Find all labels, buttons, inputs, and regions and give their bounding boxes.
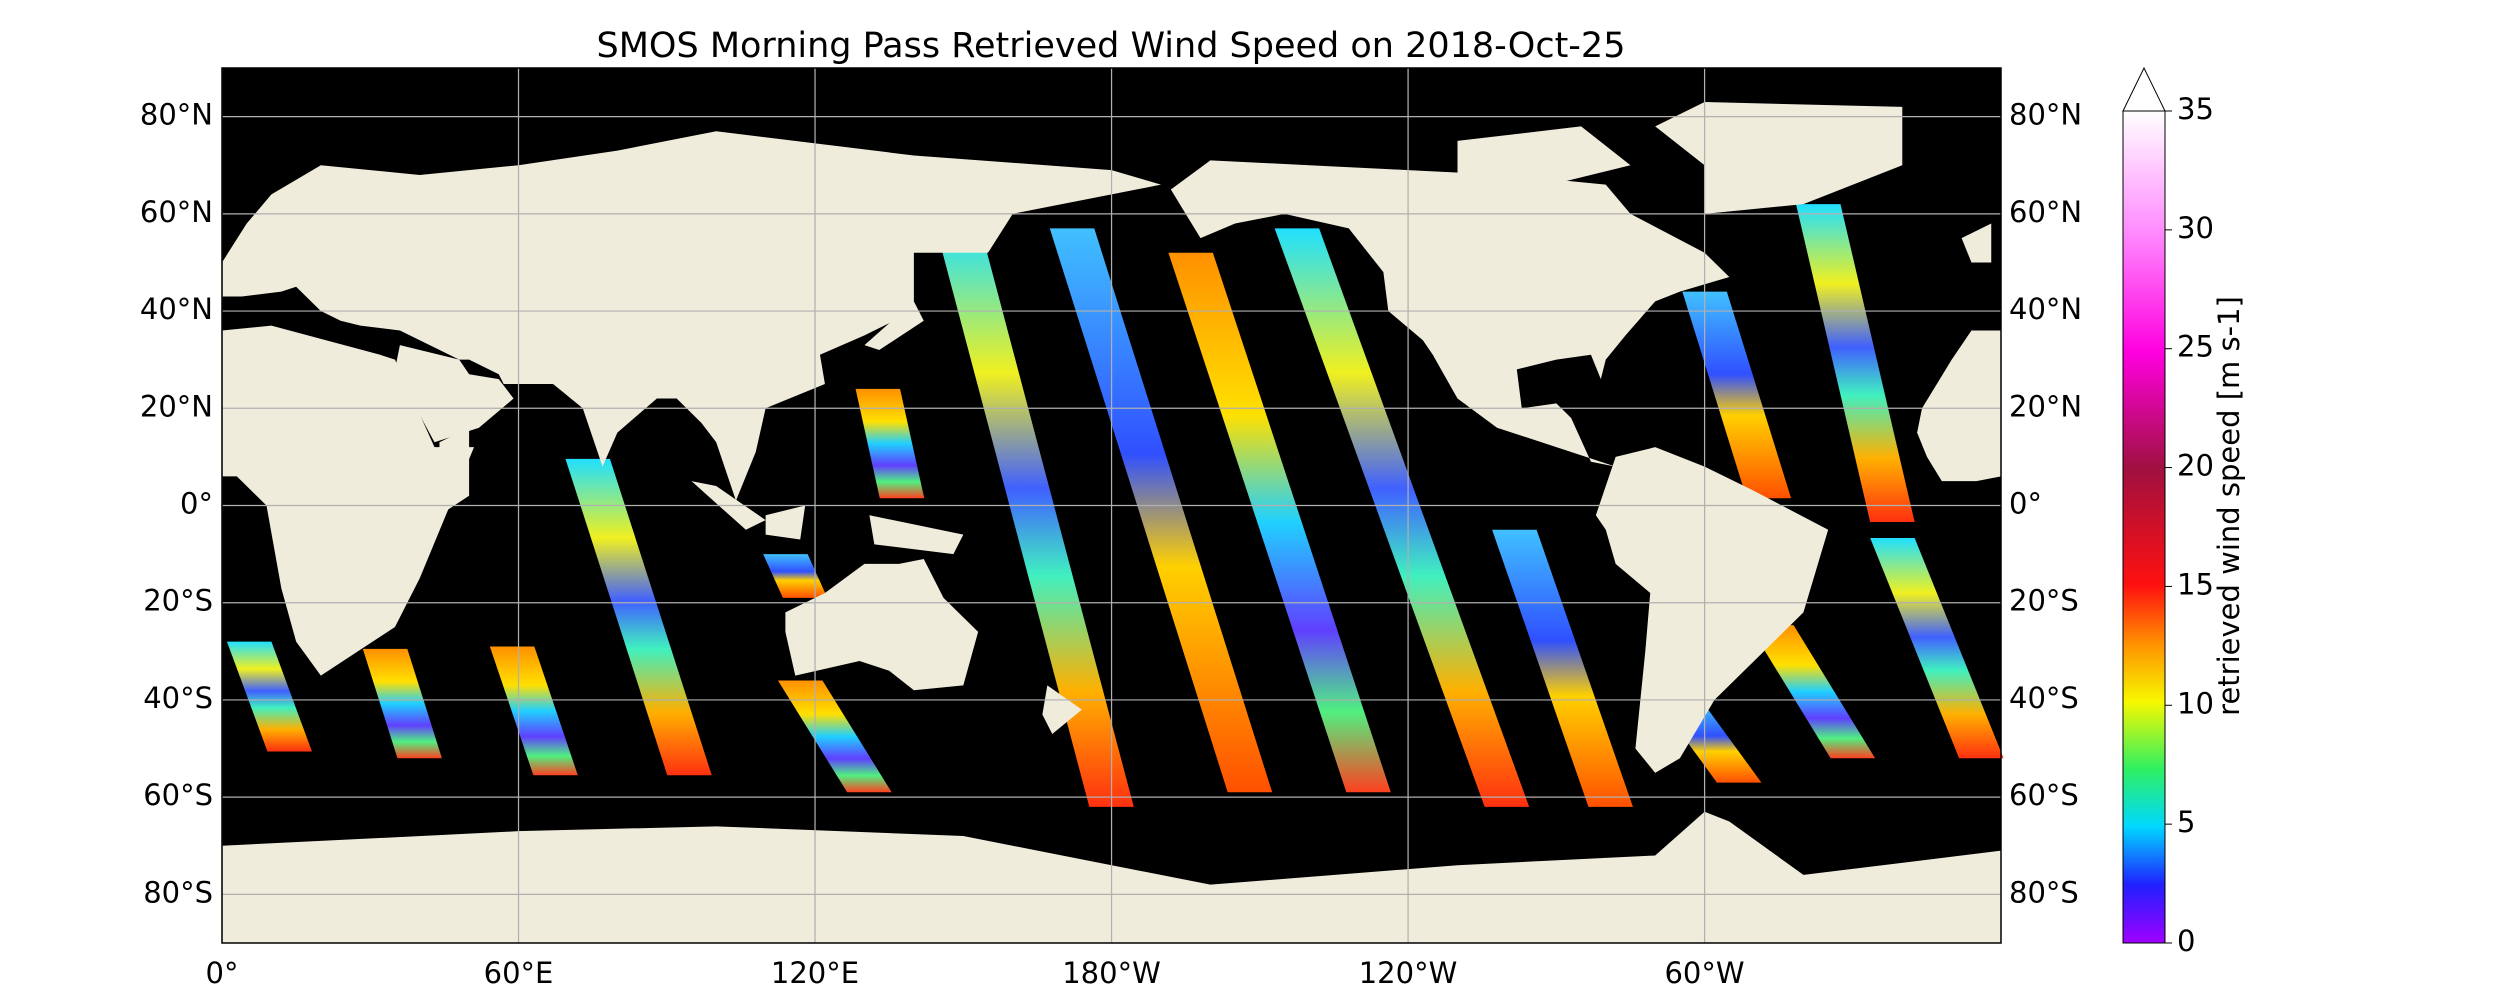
lat-tick-label: 0° [180, 487, 213, 521]
colorbar-tick-label: 15 [2177, 567, 2214, 601]
lat-tick-label: 60°S [143, 778, 213, 812]
swath [1274, 228, 1530, 807]
title: SMOS Morning Pass Retrieved Wind Speed o… [597, 26, 1626, 66]
swath [1049, 228, 1273, 793]
colorbar-tick-label: 35 [2177, 92, 2214, 126]
swaths [226, 204, 2004, 807]
swath [1492, 529, 1633, 807]
lon-tick-label: 120°W [1359, 956, 1458, 990]
colorbar-tick-label: 10 [2177, 686, 2214, 720]
lat-tick-label: 40°N [140, 292, 213, 326]
lat-tick-label: 80°S [143, 875, 213, 909]
map-frame [221, 67, 2002, 944]
swath [936, 228, 1134, 807]
colorbar-frame [2122, 110, 2166, 944]
swath [226, 641, 312, 752]
lon-tick-label: 120°E [771, 956, 859, 990]
lat-tick-label-right: 80°S [2009, 875, 2079, 909]
lat-tick-label: 80°N [140, 98, 213, 132]
swath [1796, 204, 1915, 523]
lat-tick-label-right: 20°S [2009, 584, 2079, 618]
swath [1870, 538, 2004, 759]
lat-tick-label-right: 60°S [2009, 778, 2079, 812]
colorbar [2123, 111, 2165, 943]
lat-tick-label: 60°N [140, 195, 213, 229]
swath [777, 680, 892, 793]
lat-tick-label-right: 60°N [2009, 195, 2082, 229]
swath [1749, 625, 1876, 759]
lon-tick-label: 0° [206, 956, 239, 990]
swath [1682, 291, 1792, 499]
swath [362, 648, 442, 759]
lat-tick-label-right: 80°N [2009, 98, 2082, 132]
colorbar-tick-label: 0 [2177, 924, 2195, 958]
lat-tick-label-right: 20°N [2009, 389, 2082, 423]
lat-tick-label-right: 0° [2009, 487, 2042, 521]
lat-tick-label: 40°S [143, 681, 213, 715]
lon-tick-label: 60°E [484, 956, 554, 990]
swath [489, 646, 578, 776]
swath [763, 554, 828, 598]
swath [565, 458, 712, 776]
swath [855, 388, 925, 499]
lat-tick-label-right: 40°S [2009, 681, 2079, 715]
grid [221, 68, 2002, 943]
map-content [221, 68, 2004, 943]
colorbar-tick-label: 25 [2177, 330, 2214, 364]
colorbar-tick-label: 30 [2177, 211, 2214, 245]
swath [1168, 252, 1391, 793]
colorbar-tick-label: 5 [2177, 805, 2195, 839]
colorbar-tick-label: 20 [2177, 449, 2214, 483]
lat-tick-label: 20°S [143, 584, 213, 618]
lat-tick-label: 20°N [140, 389, 213, 423]
colorbar-extend [2122, 66, 2166, 112]
lon-tick-label: 60°W [1664, 956, 1744, 990]
lon-tick-label: 180°W [1062, 956, 1161, 990]
colorbar-label: retrieved wind speed [m s-1] [2212, 296, 2246, 716]
lat-tick-label-right: 40°N [2009, 292, 2082, 326]
